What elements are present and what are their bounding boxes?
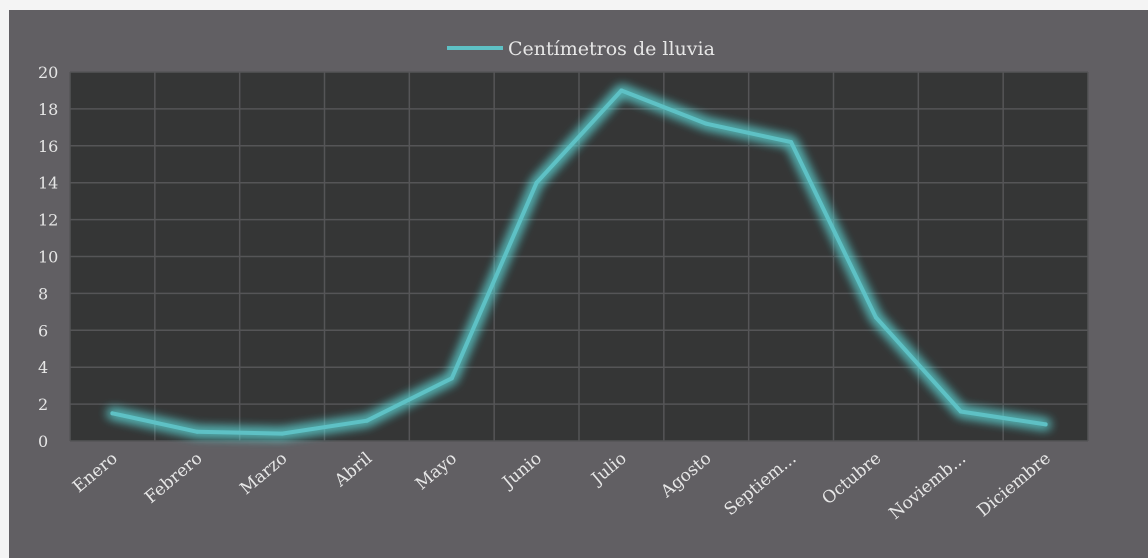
x-tick-label: Agosto (657, 449, 716, 503)
x-tick-label: Octubre (818, 449, 885, 510)
data-point (619, 88, 624, 93)
y-axis: 0 2 4 6 8 10 12 14 16 18 20 (38, 63, 58, 451)
y-tick-label: 12 (38, 211, 58, 230)
x-tick-label: Enero (69, 449, 122, 498)
y-tick-label: 20 (38, 63, 58, 82)
x-tick-label: Febrero (141, 449, 206, 508)
data-point (1043, 422, 1048, 427)
y-tick-label: 18 (38, 100, 58, 119)
x-tick-label: Septiem... (721, 449, 801, 520)
data-point (873, 315, 878, 320)
y-tick-label: 2 (38, 395, 48, 414)
x-tick-label: Marzo (236, 449, 291, 500)
legend-label: Centímetros de lluvia (508, 38, 715, 60)
data-point (704, 121, 709, 126)
gridlines (69, 71, 1089, 442)
data-point (280, 431, 285, 436)
y-tick-label: 6 (38, 321, 48, 340)
x-tick-label: Julio (586, 449, 630, 491)
x-tick-label: Junio (497, 449, 545, 494)
x-tick-label: Mayo (412, 449, 461, 495)
y-tick-label: 14 (38, 174, 58, 193)
x-tick-label: Diciembre (974, 449, 1055, 522)
y-tick-label: 8 (38, 284, 48, 303)
data-point (110, 411, 115, 416)
data-point (449, 376, 454, 381)
y-tick-label: 10 (38, 248, 58, 267)
x-axis: Enero Febrero Marzo Abril Mayo Junio Julio Agos… (69, 449, 1055, 524)
series-line (110, 88, 1048, 436)
data-point (958, 409, 963, 414)
data-point (364, 418, 369, 423)
y-tick-label: 4 (38, 358, 48, 377)
y-tick-label: 16 (38, 137, 58, 156)
series-centimetros-de-lluvia (107, 85, 1051, 439)
data-point (195, 429, 200, 434)
x-tick-label: Noviemb... (886, 449, 970, 524)
x-tick-label: Abril (330, 449, 376, 492)
y-tick-label: 0 (38, 432, 48, 451)
chart-legend: Centímetros de lluvia (447, 38, 715, 60)
data-point (789, 140, 794, 145)
data-point (534, 180, 539, 185)
